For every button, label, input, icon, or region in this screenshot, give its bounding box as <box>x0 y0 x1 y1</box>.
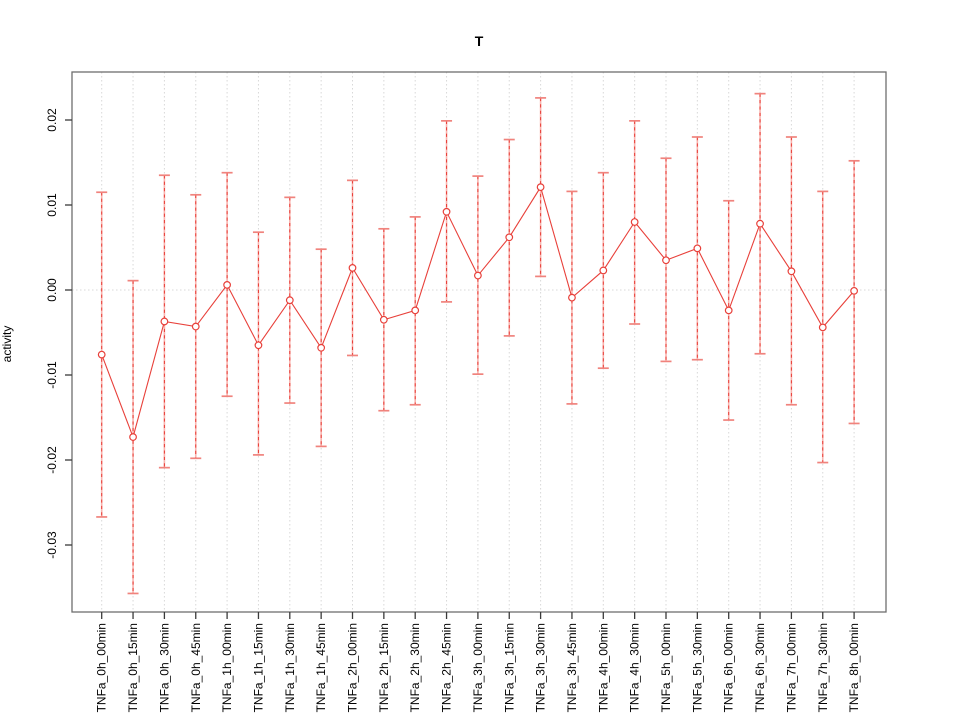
x-tick-label: TNFa_2h_15min <box>377 623 391 712</box>
data-point <box>129 433 137 441</box>
x-tick-label: TNFa_1h_00min <box>220 623 234 712</box>
x-tick-label: TNFa_1h_15min <box>251 623 265 712</box>
x-tick-label: TNFa_3h_15min <box>502 623 516 712</box>
y-tick-label: -0.03 <box>45 531 59 559</box>
data-point <box>818 323 827 332</box>
data-point <box>223 281 232 289</box>
data-point <box>285 296 294 305</box>
x-tick-label: TNFa_0h_30min <box>157 623 171 712</box>
data-point <box>630 218 639 226</box>
x-tick-label: TNFa_3h_45min <box>565 623 579 712</box>
data-point <box>536 183 545 192</box>
x-tick-label: TNFa_4h_00min <box>596 623 610 712</box>
y-tick-label: 0.00 <box>45 278 59 302</box>
data-point <box>191 322 200 331</box>
x-tick-label: TNFa_3h_00min <box>471 623 485 712</box>
data-point <box>850 286 858 295</box>
data-point <box>442 207 451 216</box>
x-tick-label: TNFa_8h_00min <box>847 623 861 712</box>
x-tick-label: TNFa_5h_30min <box>690 623 704 712</box>
x-tick-label: TNFa_0h_00min <box>95 623 109 712</box>
x-tick-label: TNFa_7h_00min <box>784 623 798 712</box>
x-tick-label: TNFa_2h_45min <box>440 623 454 712</box>
y-tick-label: 0.02 <box>45 108 59 132</box>
y-tick-label: 0.01 <box>45 193 59 217</box>
y-tick-label: -0.01 <box>45 361 59 389</box>
data-point <box>317 343 326 352</box>
data-point <box>599 266 608 275</box>
data-point <box>662 256 670 265</box>
data-point <box>254 341 263 350</box>
data-point <box>568 293 576 302</box>
x-tick-label: TNFa_1h_45min <box>314 623 328 712</box>
data-point <box>724 306 733 315</box>
x-tick-label: TNFa_3h_30min <box>534 623 548 712</box>
x-tick-label: TNFa_5h_00min <box>659 623 673 712</box>
plot-box <box>71 71 887 613</box>
chart-title: T <box>474 33 484 49</box>
x-tick-label: TNFa_1h_30min <box>283 623 297 712</box>
x-tick-label: TNFa_2h_30min <box>408 623 422 712</box>
x-tick-label: TNFa_0h_45min <box>189 623 203 712</box>
x-tick-label: TNFa_4h_30min <box>628 623 642 712</box>
data-point <box>160 317 169 326</box>
y-axis-label-text: activity <box>0 325 14 363</box>
x-tick-label: TNFa_7h_30min <box>816 623 830 712</box>
data-point <box>693 244 702 253</box>
data-point <box>97 350 106 359</box>
data-point <box>348 264 357 272</box>
data-point <box>756 219 764 228</box>
data-point <box>411 306 420 315</box>
x-tick-label: TNFa_6h_30min <box>753 623 767 712</box>
data-point <box>379 315 388 324</box>
x-tick-label: TNFa_6h_00min <box>722 623 736 712</box>
data-point <box>787 267 796 276</box>
x-tick-label: TNFa_2h_00min <box>346 623 360 712</box>
data-point <box>505 233 514 242</box>
x-tick-label: TNFa_0h_15min <box>126 623 140 712</box>
data-point <box>474 271 482 280</box>
y-tick-label: -0.02 <box>45 446 59 474</box>
